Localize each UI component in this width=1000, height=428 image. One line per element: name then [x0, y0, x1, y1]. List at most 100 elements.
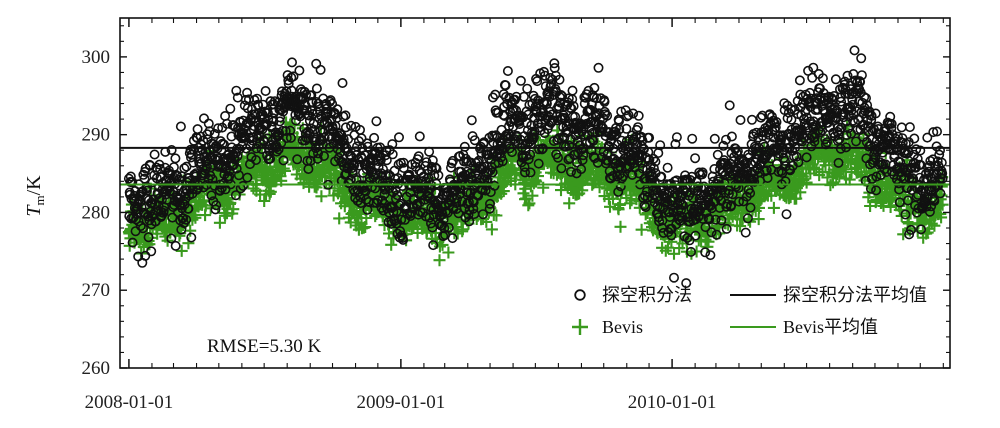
- sonde-point: [183, 203, 194, 214]
- sonde-point: [253, 100, 264, 111]
- sonde-point: [238, 180, 249, 191]
- sonde-point: [280, 126, 291, 137]
- sonde-point: [522, 83, 533, 94]
- legend-marker-circle: [574, 289, 586, 301]
- sonde-point: [138, 223, 149, 234]
- sonde-point: [567, 85, 578, 96]
- legend-label: Bevis平均值: [783, 317, 878, 337]
- sonde-point: [346, 120, 357, 131]
- bevis-point: [790, 192, 803, 205]
- sonde-point: [369, 132, 380, 143]
- legend-item-ref-0: 探空积分法平均值: [730, 285, 927, 306]
- bevis-point: [522, 199, 535, 212]
- sonde-point: [249, 121, 260, 132]
- sonde-point: [286, 57, 297, 68]
- sonde-point: [125, 171, 136, 182]
- rmse-annotation: RMSE=5.30 K: [207, 336, 321, 357]
- y-tick-label: 300: [82, 47, 111, 68]
- sonde-point: [332, 104, 343, 115]
- bevis-point: [213, 216, 226, 229]
- sonde-point: [414, 131, 425, 142]
- x-tick-label: 2010-01-01: [628, 392, 717, 413]
- sonde-point: [709, 133, 720, 144]
- sonde-point: [856, 53, 867, 64]
- bevis-point: [227, 203, 240, 216]
- sonde-point: [382, 180, 393, 191]
- legend-label: 探空积分法平均值: [783, 285, 927, 306]
- bevis-point: [837, 163, 850, 176]
- sonde-point: [662, 162, 673, 173]
- sonde-point: [231, 163, 242, 174]
- sonde-point: [351, 141, 362, 152]
- sonde-point: [387, 149, 398, 160]
- sonde-point: [285, 132, 296, 143]
- sonde-point: [136, 202, 147, 213]
- sonde-point: [515, 75, 526, 86]
- sonde-point: [135, 221, 146, 232]
- sonde-point: [349, 186, 360, 197]
- bevis-point: [800, 176, 813, 189]
- legend-label: Bevis: [602, 317, 643, 337]
- sonde-point: [127, 177, 138, 188]
- bevis-point: [442, 246, 455, 259]
- sonde-point: [904, 122, 915, 133]
- sonde-point: [158, 205, 169, 216]
- sonde-point: [340, 110, 351, 121]
- sonde-point: [230, 190, 241, 201]
- sonde-point: [149, 149, 160, 160]
- sonde-point: [154, 159, 165, 170]
- sonde-point: [781, 209, 792, 220]
- bevis-point: [753, 195, 766, 208]
- y-tick-label: 260: [82, 358, 111, 379]
- bevis-point: [604, 200, 616, 213]
- sonde-point: [251, 155, 262, 166]
- bevis-point: [526, 189, 539, 202]
- sonde-point: [275, 112, 286, 123]
- sonde-point: [204, 126, 215, 137]
- sonde-point: [213, 123, 224, 134]
- sonde-point: [179, 163, 190, 174]
- x-tick-label: 2008-01-01: [85, 392, 174, 413]
- sonde-point: [292, 154, 303, 165]
- sonde-point: [356, 133, 367, 144]
- sonde-point: [186, 232, 197, 243]
- bevis-point: [702, 235, 715, 248]
- sonde-point: [381, 155, 392, 166]
- sonde-point: [170, 240, 181, 251]
- bevis-point: [794, 186, 807, 199]
- bevis-point: [485, 223, 498, 236]
- sonde-point: [143, 232, 154, 243]
- sonde-point: [393, 132, 404, 143]
- bevis-point: [576, 184, 589, 197]
- bevis-point: [315, 190, 328, 203]
- bevis-point: [614, 220, 627, 233]
- bevis-point: [189, 211, 202, 224]
- sonde-point: [721, 223, 732, 234]
- bevis-point: [359, 221, 372, 233]
- legend-item-ref-1: Bevis平均值: [730, 317, 878, 337]
- sonde-point: [668, 272, 679, 283]
- bevis-point: [490, 209, 503, 222]
- sonde-point: [459, 141, 470, 152]
- sonde-point: [273, 144, 284, 155]
- legend-marker-plus: [572, 319, 588, 335]
- bevis-point: [752, 213, 765, 226]
- bevis-point: [264, 185, 277, 198]
- bevis-point: [808, 161, 820, 174]
- sonde-point: [242, 172, 253, 183]
- sonde-point: [166, 233, 177, 244]
- legend-item-series-0: 探空积分法: [574, 285, 692, 306]
- sonde-point: [250, 109, 261, 120]
- sonde-point: [131, 214, 142, 225]
- sonde-point: [170, 153, 181, 164]
- sonde-point: [201, 161, 212, 172]
- sonde-point: [171, 169, 182, 180]
- sonde-point: [362, 141, 373, 152]
- sonde-point: [278, 155, 289, 166]
- sonde-point: [371, 116, 382, 127]
- sonde-point: [502, 66, 513, 77]
- sonde-point: [176, 224, 187, 235]
- bevis-point: [563, 197, 576, 210]
- sonde-point: [466, 115, 477, 126]
